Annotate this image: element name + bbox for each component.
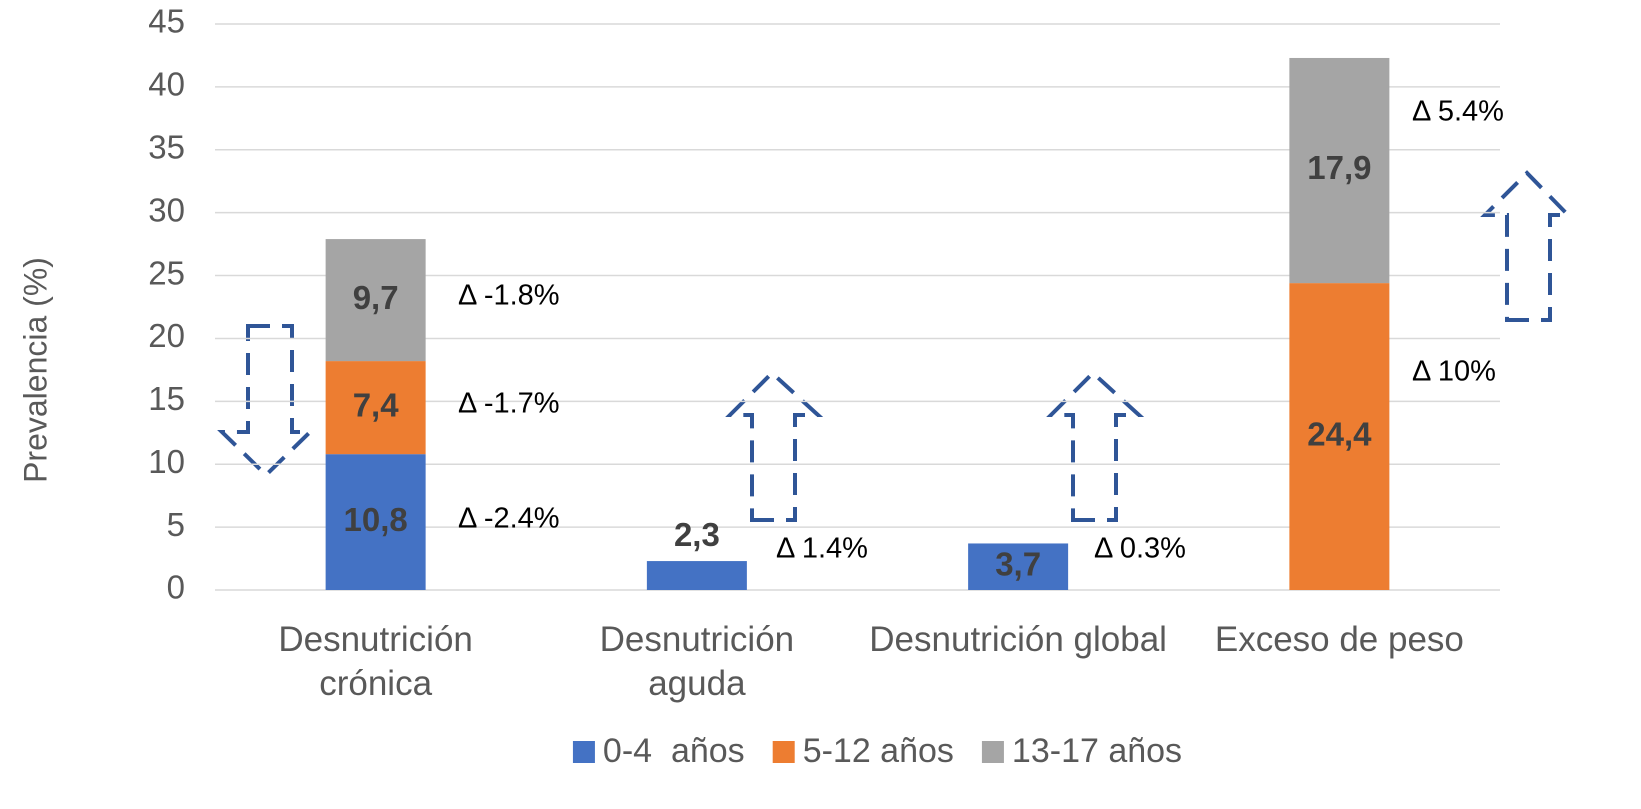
annotation: Δ -1.7% (458, 388, 560, 420)
data-label: 2,3 (674, 516, 720, 553)
x-tick-label: Desnutrición aguda (599, 620, 795, 703)
x-tick-label: Exceso de peso (1214, 620, 1464, 659)
up-arrow (1480, 170, 1573, 322)
bar-segment (1289, 283, 1390, 590)
legend-swatch (772, 741, 795, 763)
legend-label: 5-12 años (803, 732, 954, 770)
y-tick-label: 35 (148, 128, 185, 165)
down-arrow (217, 324, 315, 478)
legend-swatch (572, 741, 595, 763)
data-label: 3,7 (995, 545, 1041, 582)
bar-segment (968, 543, 1069, 590)
y-axis-title: Prevalencia (%) (17, 257, 53, 483)
y-tick-label: 40 (148, 66, 185, 103)
y-tick-label: 10 (148, 443, 185, 480)
bar-segment (325, 361, 426, 455)
data-label: 24,4 (1307, 415, 1372, 452)
y-tick-label: 5 (167, 506, 185, 543)
y-tick-label: 45 (148, 3, 185, 40)
annotation: Δ 5.4% (1412, 96, 1504, 128)
up-arrow (725, 370, 824, 522)
y-tick-label: 20 (148, 317, 185, 354)
y-tick-label: 30 (148, 191, 185, 228)
data-label: 9,7 (353, 279, 399, 316)
y-tick-label: 25 (148, 254, 185, 291)
bar-segment (1289, 57, 1390, 284)
up-arrow (1046, 370, 1145, 522)
y-tick-label: 15 (148, 380, 185, 417)
bar-segment (325, 454, 426, 590)
arrows (217, 170, 1573, 522)
data-label: 10,8 (344, 501, 408, 538)
x-tick-label: Desnutrición crónica (278, 620, 473, 703)
x-tick-label: Desnutrición global (869, 620, 1167, 659)
bar-segment (646, 561, 747, 590)
annotation: Δ -2.4% (458, 503, 560, 535)
data-label: 7,4 (353, 386, 400, 423)
annotation: Δ 10% (1412, 356, 1496, 388)
annotation: Δ 1.4% (776, 533, 868, 565)
annotation: Δ 0.3% (1094, 533, 1186, 565)
legend-label: 0-4 años (603, 732, 745, 770)
annotation: Δ -1.8% (458, 280, 560, 312)
y-tick-label: 0 (167, 569, 185, 606)
legend-swatch (981, 741, 1004, 763)
data-label: 17,9 (1307, 149, 1371, 186)
bar-segment (325, 239, 426, 362)
legend-label: 13-17 años (1012, 732, 1182, 770)
